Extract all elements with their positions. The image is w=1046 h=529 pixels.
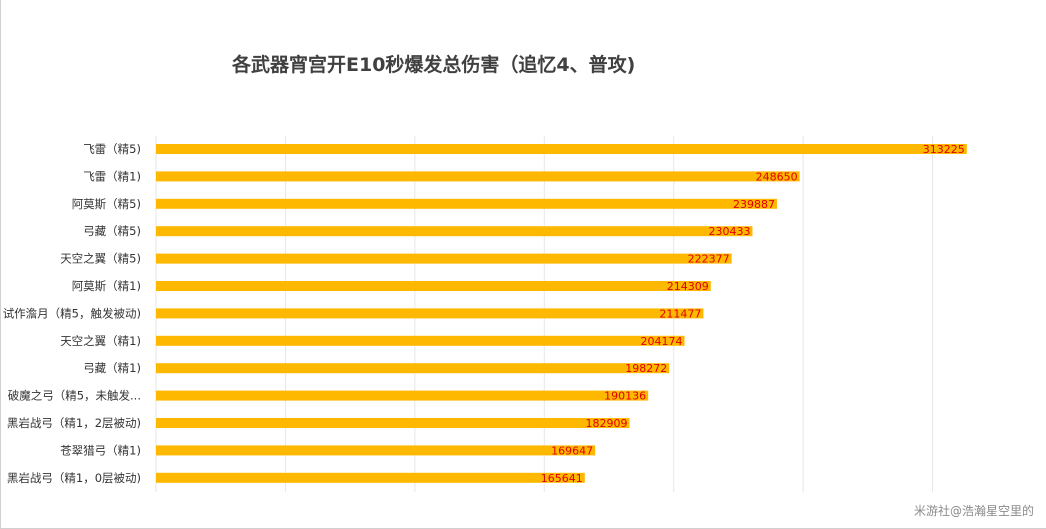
- data-label: 169647: [551, 444, 593, 457]
- category-label: 试作澹月（精5，触发被动): [3, 306, 141, 320]
- bar: [156, 390, 649, 401]
- category-label: 苍翠猎弓（精1): [60, 443, 141, 457]
- category-label: 黑岩战弓（精1，0层被动): [7, 471, 141, 485]
- bar: [156, 171, 800, 182]
- category-label: 阿莫斯（精5): [72, 197, 141, 211]
- bar: [156, 308, 704, 319]
- data-label: 182909: [585, 417, 627, 430]
- bar: [156, 281, 711, 291]
- data-label: 204174: [641, 335, 683, 348]
- data-label: 230433: [708, 225, 750, 238]
- category-label: 阿莫斯（精1): [72, 279, 141, 293]
- bar: [156, 198, 777, 209]
- category-label: 天空之翼（精5): [60, 252, 141, 266]
- category-label: 飞雷（精1): [83, 169, 141, 183]
- data-label: 214309: [667, 280, 709, 293]
- watermark: 米游社@浩瀚星空里的: [913, 504, 1034, 518]
- bar: [156, 144, 967, 154]
- bar: [156, 472, 585, 483]
- data-label: 198272: [625, 362, 667, 375]
- bar: [156, 226, 753, 237]
- category-label: 飞雷（精5): [83, 142, 141, 156]
- chart-title: 各武器宵宫开E10秒爆发总伤害（追忆4、普攻): [232, 54, 636, 76]
- category-label: 黑岩战弓（精1，2层被动): [7, 416, 141, 430]
- bar: [156, 363, 670, 374]
- bar: [156, 445, 596, 456]
- data-label: 313225: [923, 143, 965, 156]
- category-label: 弓藏（精1): [83, 361, 141, 375]
- category-label: 破魔之弓（精5，未触发...: [8, 389, 141, 403]
- data-label: 165641: [541, 472, 583, 485]
- data-label: 211477: [659, 307, 701, 320]
- category-label: 天空之翼（精1): [60, 334, 141, 348]
- data-label: 239887: [733, 198, 775, 211]
- data-label: 248650: [756, 170, 798, 183]
- bar: [156, 253, 732, 264]
- category-label: 弓藏（精5): [83, 224, 141, 238]
- data-label: 190136: [604, 390, 646, 403]
- data-label: 222377: [688, 253, 730, 266]
- bar: [156, 335, 685, 346]
- bar: [156, 418, 630, 428]
